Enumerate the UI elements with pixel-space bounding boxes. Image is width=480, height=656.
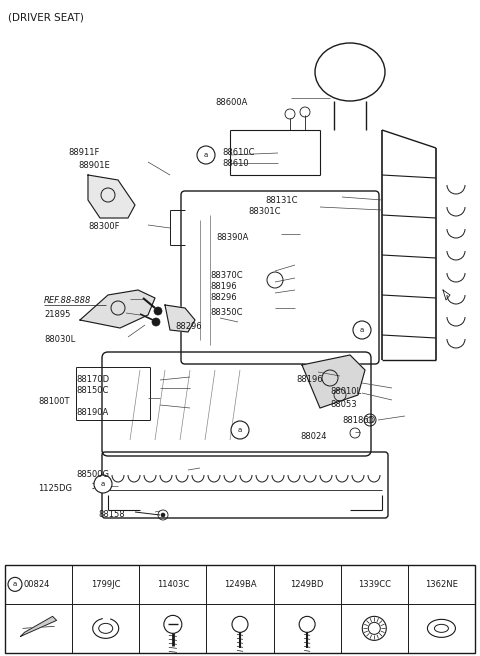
Text: 1125DG: 1125DG bbox=[38, 484, 72, 493]
Text: a: a bbox=[13, 581, 17, 587]
Text: a: a bbox=[204, 152, 208, 158]
Polygon shape bbox=[21, 617, 57, 636]
Circle shape bbox=[154, 307, 162, 315]
Text: 88600A: 88600A bbox=[216, 98, 248, 107]
Text: 88901E: 88901E bbox=[78, 161, 110, 170]
Text: 88370C: 88370C bbox=[210, 271, 242, 280]
Polygon shape bbox=[165, 305, 195, 332]
Text: 88350C: 88350C bbox=[210, 308, 242, 317]
Text: 88300F: 88300F bbox=[88, 222, 120, 231]
Text: a: a bbox=[238, 427, 242, 433]
Text: 88131C: 88131C bbox=[265, 196, 298, 205]
Text: 88911F: 88911F bbox=[68, 148, 99, 157]
Polygon shape bbox=[103, 617, 108, 621]
Text: 88196: 88196 bbox=[210, 282, 237, 291]
Text: (DRIVER SEAT): (DRIVER SEAT) bbox=[8, 12, 84, 22]
Text: 88296: 88296 bbox=[210, 293, 237, 302]
Circle shape bbox=[231, 421, 249, 439]
Text: 88170D: 88170D bbox=[76, 375, 109, 384]
Bar bbox=[5, 565, 475, 653]
Text: 1799JC: 1799JC bbox=[91, 580, 120, 589]
Text: 88390A: 88390A bbox=[216, 233, 248, 242]
Polygon shape bbox=[302, 355, 365, 408]
Polygon shape bbox=[80, 290, 155, 328]
Text: 88053: 88053 bbox=[330, 400, 357, 409]
Text: 88301C: 88301C bbox=[248, 207, 280, 216]
Text: 88150C: 88150C bbox=[76, 386, 108, 395]
Text: 88010L: 88010L bbox=[330, 387, 361, 396]
Text: 11403C: 11403C bbox=[157, 580, 189, 589]
Text: 00824: 00824 bbox=[24, 580, 50, 589]
Text: a: a bbox=[360, 327, 364, 333]
Circle shape bbox=[94, 475, 112, 493]
Text: 1249BA: 1249BA bbox=[224, 580, 256, 589]
Circle shape bbox=[353, 321, 371, 339]
Circle shape bbox=[197, 146, 215, 164]
Text: 88030L: 88030L bbox=[44, 335, 75, 344]
Circle shape bbox=[152, 318, 160, 326]
Text: 88610C: 88610C bbox=[222, 148, 254, 157]
Text: 88024: 88024 bbox=[300, 432, 326, 441]
Text: 88158: 88158 bbox=[98, 510, 125, 519]
Text: 21895: 21895 bbox=[44, 310, 71, 319]
Text: 88610: 88610 bbox=[222, 159, 249, 168]
Text: 88196: 88196 bbox=[296, 375, 323, 384]
Text: 88500G: 88500G bbox=[76, 470, 109, 479]
Text: 88296: 88296 bbox=[175, 322, 202, 331]
Text: 1249BD: 1249BD bbox=[290, 580, 324, 589]
Text: 1362NE: 1362NE bbox=[425, 580, 458, 589]
Polygon shape bbox=[88, 175, 135, 218]
Text: 88190A: 88190A bbox=[76, 408, 108, 417]
Text: REF.88-888: REF.88-888 bbox=[44, 296, 91, 305]
Text: 1339CC: 1339CC bbox=[358, 580, 391, 589]
Circle shape bbox=[161, 513, 165, 517]
Text: 88100T: 88100T bbox=[38, 397, 70, 406]
Text: a: a bbox=[101, 481, 105, 487]
Text: 88186D: 88186D bbox=[342, 416, 375, 425]
Circle shape bbox=[8, 577, 22, 591]
